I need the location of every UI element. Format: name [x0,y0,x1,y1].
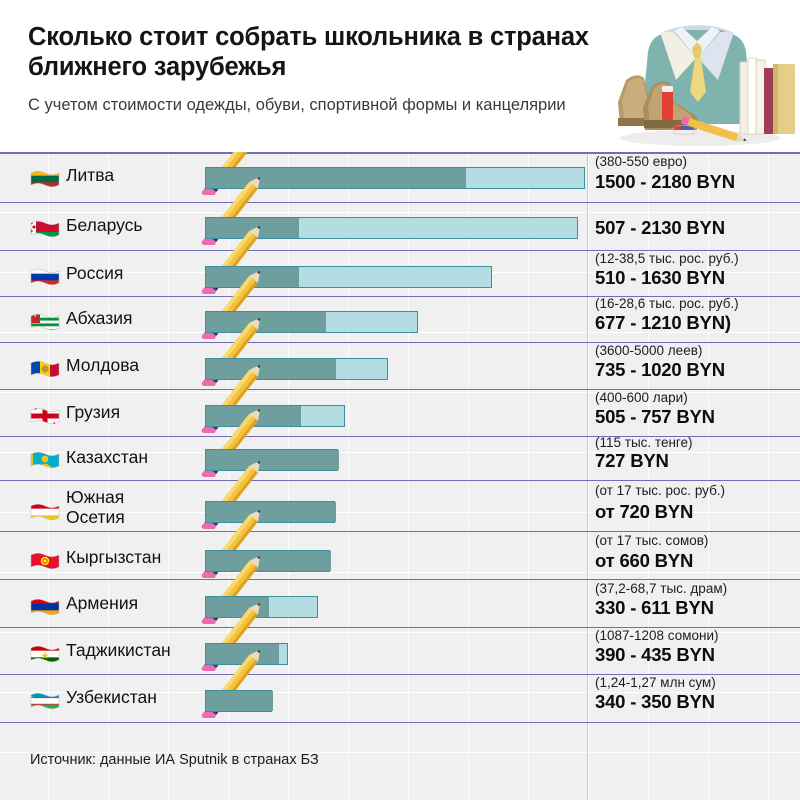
currency-note: (от 17 тыс. сомов) [595,533,709,548]
country-label: Армения [66,593,139,613]
country-label: Россия [66,263,124,283]
range-bar-min-segment [206,551,331,571]
range-bar [205,501,336,523]
range-bar-min-segment [206,502,336,522]
value-label: 340 - 350 BYN [595,691,715,712]
range-bar-min-segment [206,359,336,379]
table-row: Казахстан (115 тыс. тенге) 727 BYN [0,408,800,482]
range-bar [205,217,578,239]
currency-note: (от 17 тыс. рос. руб.) [595,483,726,498]
country-label: Кыргызстан [66,547,162,567]
flag-kyrgyzstan [30,551,60,571]
range-bar-min-segment [206,406,301,426]
table-row: Узбекистан (1,24-1,27 млн сум) 340 - 350 B… [0,649,800,723]
range-bar-min-segment [206,691,273,711]
country-label: Молдова [66,355,140,375]
flag-russia [30,267,60,287]
currency-note: (115 тыс. тенге) [595,435,693,450]
table-row: Армения (37,2-68,7 тыс. драм) 330 - 611 BY… [0,555,800,629]
value-label: от 720 BYN [595,501,694,522]
range-bar [205,550,331,572]
currency-note: (37,2-68,7 тыс. драм) [595,581,728,596]
value-label: от 660 BYN [595,550,694,571]
range-bar-min-segment [206,644,279,664]
value-label: 505 - 757 BYN [595,406,715,427]
currency-note: (1087-1208 сомони) [595,628,719,643]
source-note: Источник: данные ИА Sputnik в странах БЗ [30,752,319,768]
header: Сколько стоит собрать школьника в страна… [0,0,800,152]
table-row: Таджикистан (1087-1208 сомони) 390 - 435 B… [0,602,800,676]
value-label: 677 - 1210 BYN) [595,312,731,333]
range-bar [205,643,288,665]
flag-uzbekistan [30,691,60,711]
currency-note: (12-38,5 тыс. рос. руб.) [595,251,739,266]
country-label: Казахстан [66,447,149,467]
country-label: Южная Осетия [66,487,125,527]
flag-south-ossetia [30,502,60,522]
flag-tajikistan [30,644,60,664]
flag-moldova [30,359,60,379]
range-bar [205,311,418,333]
currency-note: (380-550 евро) [595,154,687,169]
value-label: 507 - 2130 BYN [595,217,725,238]
country-label: Литва [66,165,115,185]
table-row: Южная Осетия (от 17 тыс. рос. руб.) от 720… [0,460,800,534]
table-row: Грузия (400-600 лари) 505 - 757 BYN [0,364,800,438]
range-bar-min-segment [206,597,269,617]
value-label: 510 - 1630 BYN [595,267,725,288]
range-bar [205,167,585,189]
table-row: Россия (12-38,5 тыс. рос. руб.) 510 - 1630… [0,225,800,299]
value-label: 735 - 1020 BYN [595,359,725,380]
flag-armenia [30,597,60,617]
country-label: Беларусь [66,215,143,235]
value-label: 727 BYN [595,450,669,471]
page-subtitle: С учетом стоимости одежды, обуви, спорти… [28,96,566,114]
page-title: Сколько стоит собрать школьника в страна… [28,23,589,81]
range-bar [205,449,339,471]
country-rows: Литва (380-550 евро) 1500 - 2180 BYN Белару… [0,152,800,723]
range-bar [205,596,318,618]
currency-note: (16-28,6 тыс. рос. руб.) [595,296,739,311]
chart-panel: Литва (380-550 евро) 1500 - 2180 BYN Белару… [0,152,800,800]
country-label: Узбекистан [66,687,157,707]
value-label: 390 - 435 BYN [595,644,715,665]
value-label: 1500 - 2180 BYN [595,171,735,192]
range-bar [205,266,492,288]
top-rule [0,152,800,154]
range-bar [205,358,388,380]
flag-belarus [30,219,60,239]
flag-georgia [30,406,60,426]
table-row: Беларусь 507 - 2130 BYN [0,176,800,251]
table-row: Кыргызстан (от 17 тыс. сомов) от 660 BYN [0,509,800,583]
currency-note: (1,24-1,27 млн сум) [595,675,716,690]
flag-lithuania [30,169,60,189]
range-bar-min-segment [206,312,326,332]
flag-kazakhstan [30,450,60,470]
table-row: Абхазия (16-28,6 тыс. рос. руб.) 677 - 121… [0,270,800,344]
range-bar-min-segment [206,450,339,470]
school-uniform-illustration [600,14,795,148]
value-label: 330 - 611 BYN [595,597,714,618]
range-bar-min-segment [206,218,299,238]
range-bar-min-segment [206,168,466,188]
currency-note: (400-600 лари) [595,390,688,405]
country-label: Таджикистан [66,640,171,660]
country-label: Абхазия [66,308,133,328]
currency-note: (3600-5000 леев) [595,343,703,358]
range-bar-min-segment [206,267,299,287]
flag-abkhazia [30,312,60,332]
table-row: Молдова (3600-5000 леев) 735 - 1020 BYN [0,317,800,391]
range-bar [205,690,273,712]
country-label: Грузия [66,402,121,422]
table-row: Литва (380-550 евро) 1500 - 2180 BYN [0,152,800,203]
range-bar [205,405,345,427]
